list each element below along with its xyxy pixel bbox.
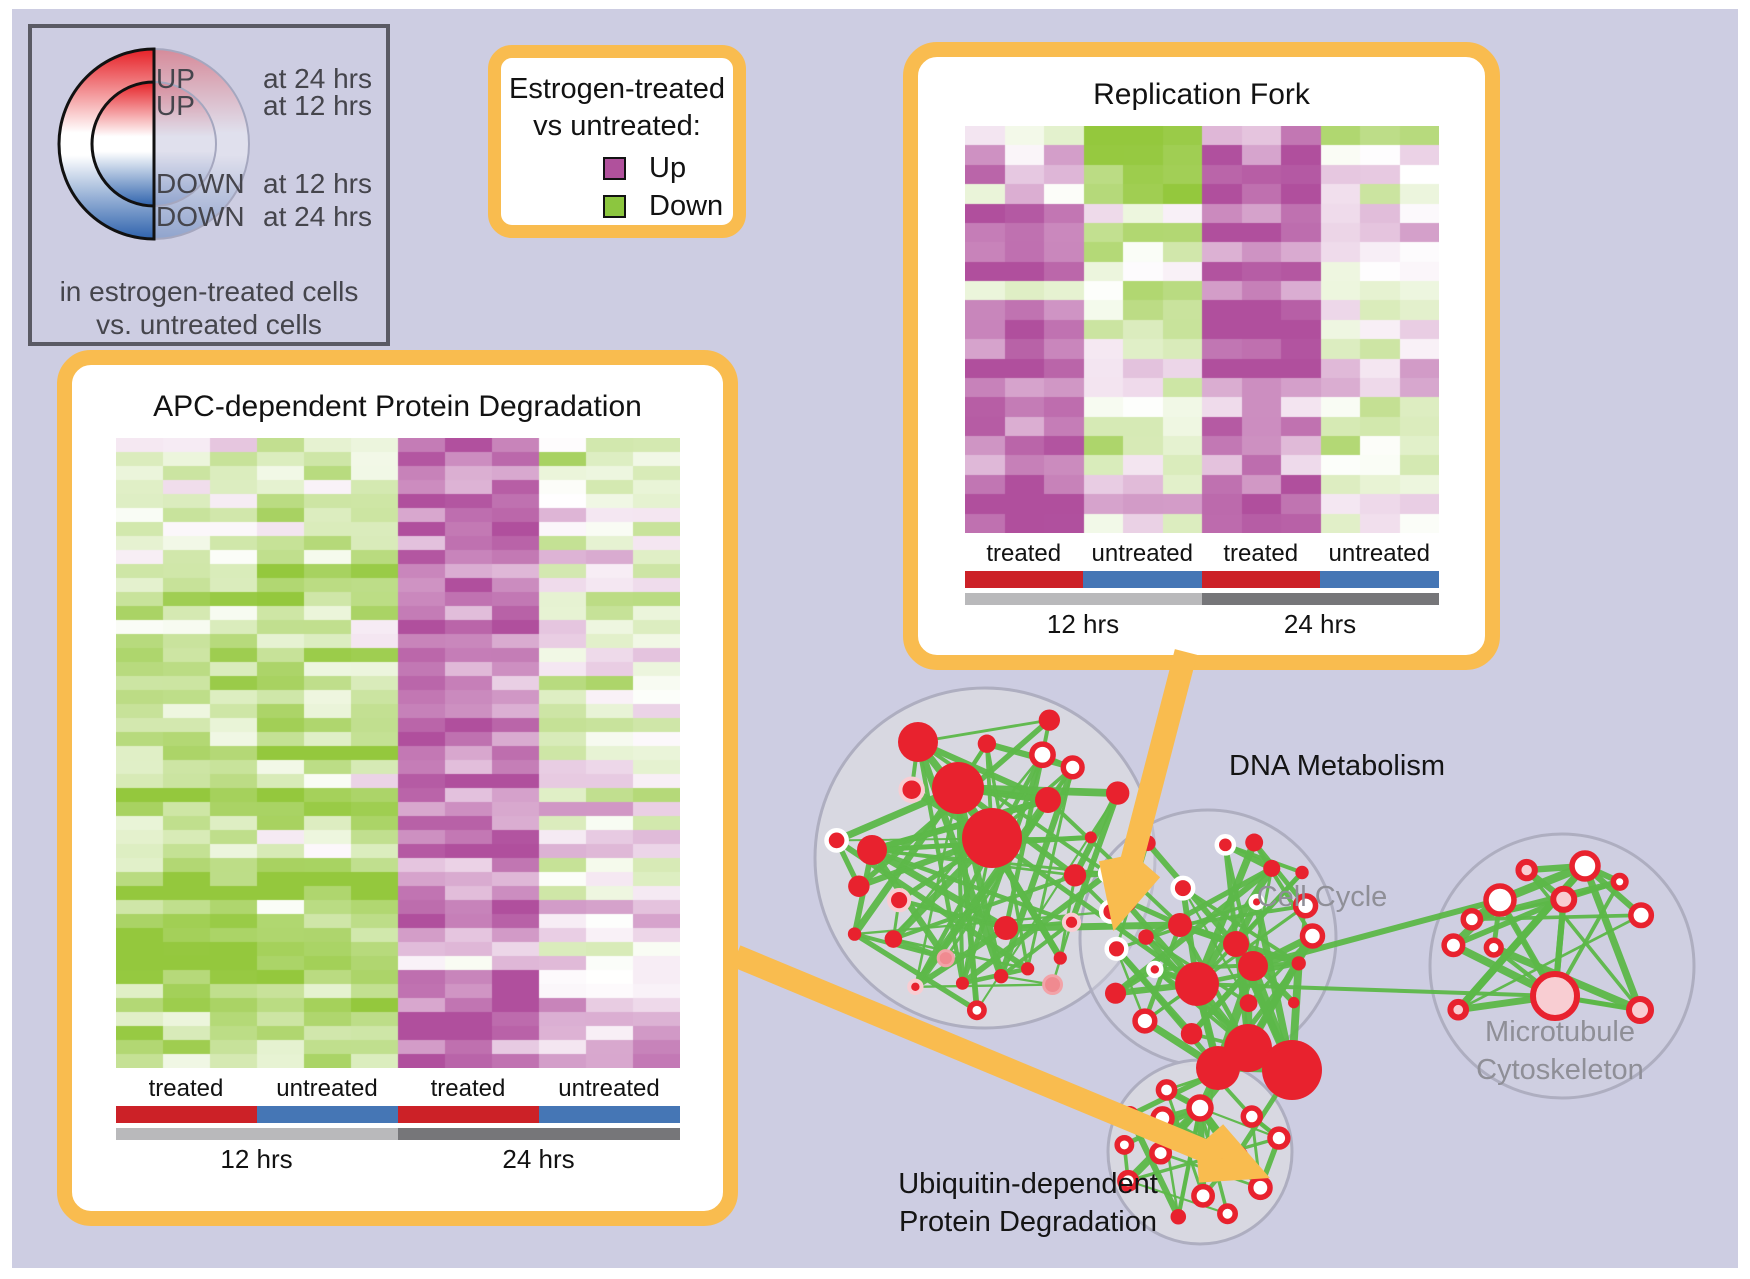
apc-hour-bars (115, 1128, 680, 1140)
group-label: untreated (558, 1075, 660, 1102)
legend-row-down-12: DOWN at 12 hrs (156, 169, 372, 199)
hour-label: 24 hrs (1283, 609, 1357, 639)
hour-label: 24 hrs (502, 1144, 575, 1174)
apc-group-bars (115, 1106, 680, 1123)
group-bar (538, 1106, 680, 1123)
legend-time: at 24 hrs (263, 201, 372, 232)
legend-row-up-24: UP at 24 hrs (156, 64, 372, 94)
rf-hour-labels: 12 hrs 24 hrs (965, 609, 1439, 640)
replication-fork-heatmap (964, 126, 1439, 533)
rf-group-bars (964, 571, 1439, 588)
apc-hour-labels: 12 hrs 24 hrs (116, 1144, 680, 1175)
legend-word: DOWN (156, 201, 245, 232)
apc-group-labels: treated untreated treated untreated (116, 1075, 680, 1103)
legend-time: at 12 hrs (263, 168, 372, 199)
hour-label: 12 hrs (1046, 609, 1120, 639)
rf-hour-bars (964, 593, 1439, 605)
legend-footer-line2: vs. untreated cells (96, 309, 322, 340)
rf-group-labels: treated untreated treated untreated (965, 540, 1439, 568)
group-bar (1320, 571, 1439, 588)
updown-legend: UP at 24 hrs UP at 12 hrs DOWN at 12 hrs… (28, 24, 390, 346)
color-key-item-down: Down (603, 191, 733, 221)
replication-fork-panel: Replication Fork treated untreated treated… (903, 42, 1500, 670)
group-bar (115, 1106, 257, 1123)
group-bar (1083, 571, 1202, 588)
apc-degradation-title: APC-dependent Protein Degradation (153, 390, 642, 423)
down-label: Down (649, 190, 724, 222)
legend-row-up-12: UP at 12 hrs (156, 91, 372, 121)
legend-time: at 12 hrs (263, 90, 372, 121)
group-label: treated (148, 1075, 224, 1102)
estrogen-color-key: Estrogen-treated vs untreated: Up Down (488, 45, 746, 238)
up-label: Up (649, 152, 687, 184)
updown-circles-diagram (57, 47, 250, 241)
group-label: treated (986, 540, 1062, 567)
group-label: treated (1223, 540, 1299, 567)
group-label: untreated (276, 1075, 378, 1102)
legend-word: UP (156, 90, 195, 121)
color-key-title-line2: vs untreated: (533, 110, 701, 142)
group-bar (256, 1106, 398, 1123)
legend-row-down-24: DOWN at 24 hrs (156, 202, 372, 232)
legend-time: at 24 hrs (263, 63, 372, 94)
hour-bar (115, 1128, 398, 1140)
down-swatch (603, 194, 626, 218)
up-swatch (603, 156, 626, 180)
hour-label: 12 hrs (220, 1144, 293, 1174)
group-label: untreated (1091, 540, 1193, 567)
legend-word: UP (156, 63, 195, 94)
hour-bar (397, 1128, 680, 1140)
group-label: treated (430, 1075, 506, 1102)
group-bar (1201, 571, 1320, 588)
apc-degradation-heatmap (115, 438, 680, 1068)
legend-word: DOWN (156, 168, 245, 199)
group-bar (964, 571, 1083, 588)
legend-footer-line1: in estrogen-treated cells (59, 276, 359, 307)
replication-fork-title: Replication Fork (1093, 78, 1310, 111)
group-bar (397, 1106, 539, 1123)
hour-bar (964, 593, 1202, 605)
apc-degradation-panel: APC-dependent Protein Degradation treate… (57, 350, 738, 1226)
color-key-item-up: Up (603, 153, 733, 183)
hour-bar (1201, 593, 1439, 605)
color-key-title-line1: Estrogen-treated (508, 73, 725, 105)
group-label: untreated (1328, 540, 1430, 567)
